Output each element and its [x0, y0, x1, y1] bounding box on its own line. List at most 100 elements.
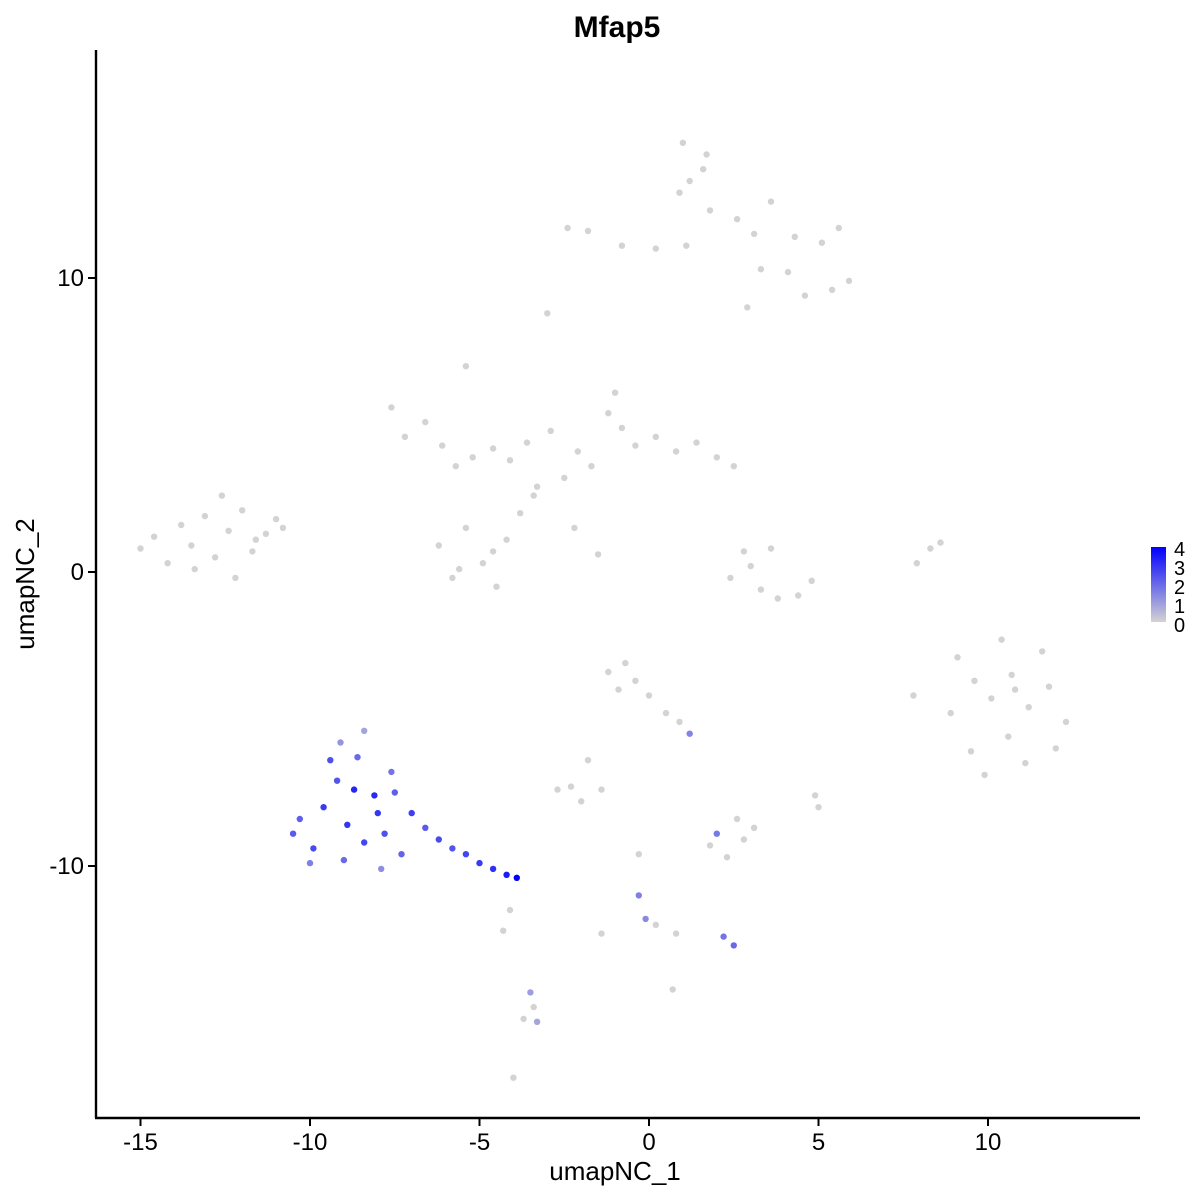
data-point [1025, 704, 1032, 711]
data-point [449, 574, 456, 582]
data-point [201, 512, 209, 520]
data-point [683, 242, 690, 249]
data-point [578, 798, 585, 805]
data-point [517, 510, 524, 517]
x-tick-label: -5 [469, 1129, 490, 1156]
data-point [408, 809, 415, 817]
y-tick-label: -10 [49, 853, 84, 880]
data-point [750, 230, 758, 238]
data-point [632, 442, 639, 449]
data-point [733, 216, 741, 223]
data-point [378, 865, 385, 873]
data-point [296, 815, 303, 823]
data-point [720, 933, 727, 940]
data-point [744, 304, 751, 311]
data-point [750, 824, 758, 831]
data-point [652, 921, 659, 928]
data-point [676, 189, 683, 196]
data-point [388, 768, 395, 776]
data-point [211, 554, 219, 561]
data-point [808, 577, 815, 584]
data-point [391, 789, 398, 796]
data-point [615, 686, 622, 693]
legend-label: 1 [1174, 596, 1185, 618]
data-point [344, 821, 351, 828]
data-point [740, 836, 748, 843]
data-point [422, 824, 429, 831]
data-point [374, 809, 381, 817]
data-point [381, 830, 388, 837]
data-point [791, 233, 798, 240]
data-point [988, 695, 995, 702]
data-point [645, 692, 653, 699]
data-point [188, 542, 195, 549]
data-point [635, 892, 642, 899]
data-point [191, 565, 198, 573]
data-point [289, 830, 297, 837]
data-point [971, 677, 978, 684]
legend-colorbar [1151, 547, 1166, 622]
data-point [618, 242, 626, 249]
data-point [354, 754, 361, 761]
data-point [503, 871, 510, 878]
data-point [479, 560, 487, 567]
data-point [618, 424, 626, 432]
data-point [598, 930, 605, 937]
data-point [462, 851, 470, 858]
data-point [811, 792, 819, 799]
data-point [676, 718, 683, 726]
data-point [713, 454, 720, 461]
data-point [662, 709, 670, 717]
data-point [225, 527, 232, 534]
data-point [533, 1018, 541, 1025]
data-point [693, 439, 700, 446]
data-point [530, 1003, 537, 1011]
data-point [310, 845, 317, 852]
data-point [500, 927, 507, 934]
data-point [262, 530, 270, 537]
data-point [706, 207, 714, 214]
data-point [232, 574, 239, 582]
data-point [249, 548, 256, 555]
data-point [1011, 686, 1019, 693]
data-point [713, 830, 720, 837]
data-point [506, 906, 514, 914]
data-point [547, 427, 554, 435]
data-point [828, 286, 836, 293]
data-point [594, 551, 602, 558]
data-point [733, 815, 741, 823]
data-point [506, 457, 514, 464]
data-point [489, 445, 497, 452]
y-tick-label: 0 [71, 559, 84, 586]
data-point [584, 757, 592, 764]
data-point [740, 548, 748, 555]
legend-label: 0 [1174, 615, 1185, 637]
data-point [333, 777, 341, 784]
data-point [927, 545, 934, 552]
data-point [1052, 745, 1060, 752]
data-point [544, 310, 551, 317]
data-point [1022, 759, 1029, 767]
data-point [815, 804, 822, 811]
data-point [435, 836, 442, 843]
data-point [1062, 718, 1070, 726]
data-point [150, 533, 158, 540]
data-point [981, 771, 988, 779]
chart-title: Mfap5 [574, 11, 661, 44]
data-point [401, 433, 409, 440]
data-point [422, 418, 429, 426]
legend-label: 3 [1174, 558, 1185, 580]
data-point [561, 474, 568, 482]
data-point [767, 198, 775, 205]
data-point [178, 521, 185, 529]
data-point [279, 524, 287, 532]
data-point [361, 839, 368, 846]
data-point [320, 804, 327, 811]
x-tick-label: 0 [642, 1129, 655, 1156]
data-point [730, 942, 737, 949]
data-point [703, 151, 710, 158]
data-point [574, 448, 581, 455]
data-point [635, 851, 642, 858]
data-point [845, 277, 853, 285]
data-point [361, 727, 368, 734]
